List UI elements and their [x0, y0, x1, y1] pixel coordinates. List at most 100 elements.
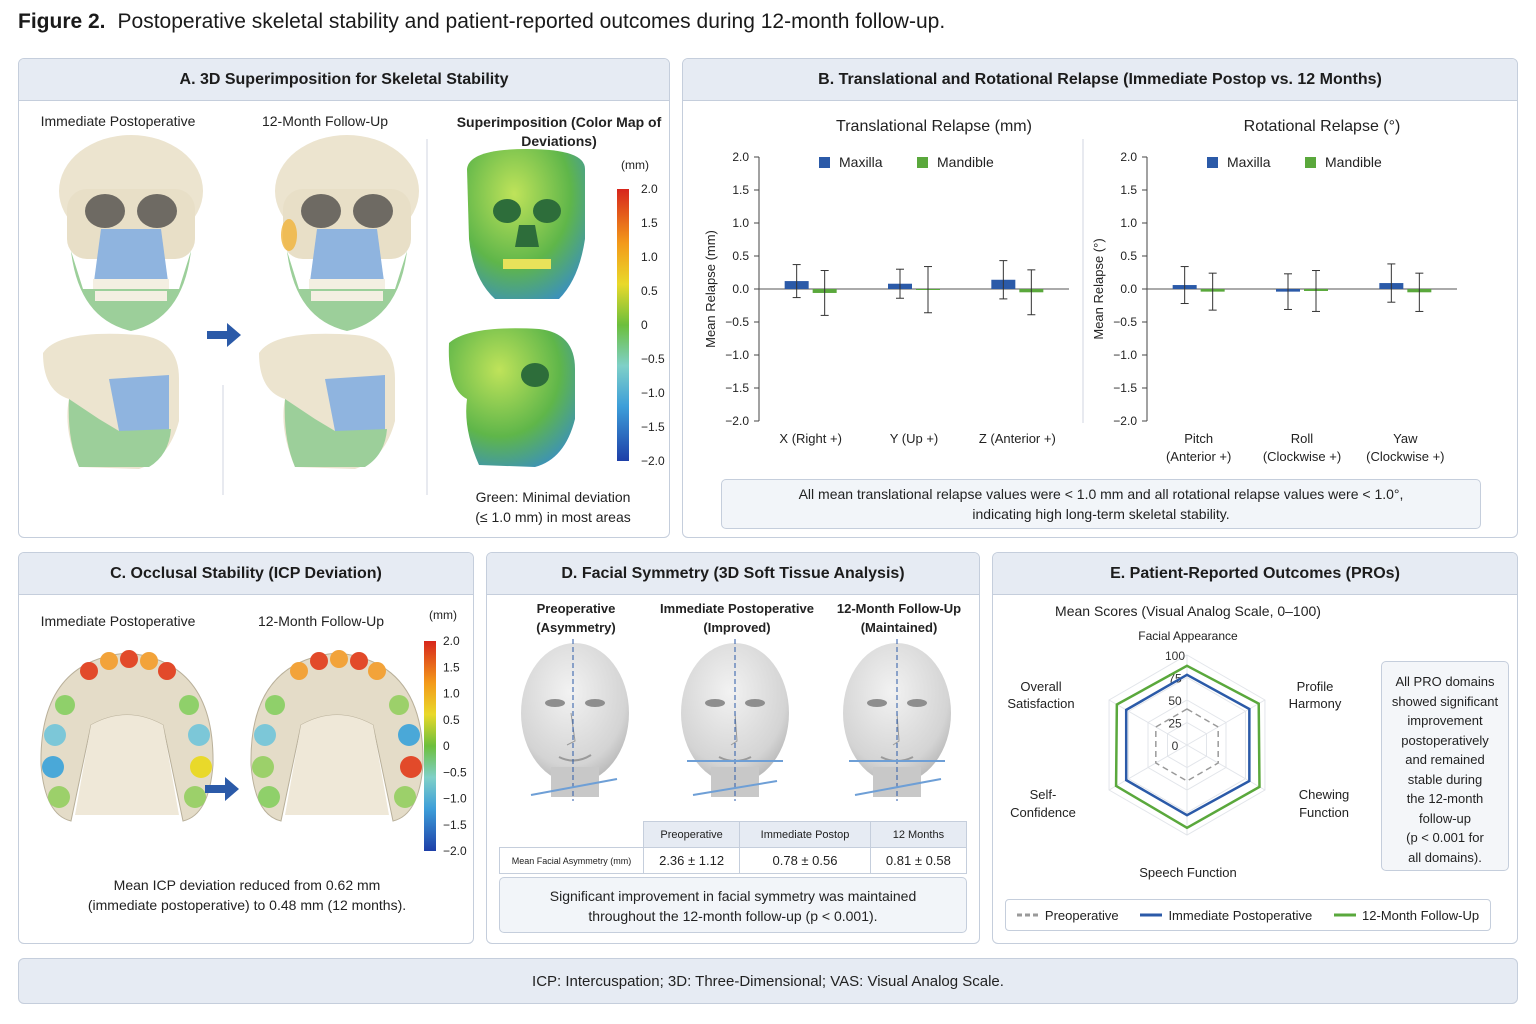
radar-spoke	[1186, 699, 1266, 746]
y-tick-label: 2.0	[732, 150, 749, 164]
colorbar-tick-label: 1.5	[641, 216, 658, 230]
panel-d-col2-l2: (Improved)	[703, 620, 771, 635]
pro-side-note-line: all domains).	[1408, 849, 1482, 865]
colorbar-tick-label: 0	[443, 739, 450, 753]
skull-superimposition-front-illustration	[467, 149, 585, 299]
radar-series	[1155, 708, 1219, 782]
y-tick-label: 0.5	[1120, 249, 1137, 263]
panel-d-col1-l2: (Asymmetry)	[536, 620, 616, 635]
panel-d-note: Significant improvement in facial symmet…	[499, 877, 967, 933]
skull-front-immediate-illustration	[59, 135, 203, 331]
asymmetry-table-header: Preoperative	[642, 821, 741, 848]
colorbar-tick-label: 1.0	[443, 687, 460, 701]
dental-arch-12month-illustration	[250, 650, 424, 822]
radar-axis-self-confidence-1: Self-	[1029, 787, 1057, 802]
panel-b-note-line1: All mean translational relapse values we…	[798, 486, 1404, 502]
pro-side-note-line: follow-up	[1418, 810, 1472, 826]
x-tick-label: Y (Up +)	[890, 431, 939, 446]
panel-a-title: A. 3D Superimposition for Skeletal Stabi…	[19, 59, 669, 101]
figure-caption: Postoperative skeletal stability and pat…	[117, 10, 946, 33]
x-tick-label: X (Right +)	[779, 431, 842, 446]
panel-a-note2: (≤ 1.0 mm) in most areas	[475, 509, 631, 525]
colorbar-tick-label: 0	[641, 318, 648, 332]
colorbar-tick-label: −1.5	[443, 818, 467, 832]
asymmetry-table-row-label: Mean Facial Asymmetry (mm)	[499, 847, 644, 874]
y-tick-label: 1.0	[732, 216, 749, 230]
y-tick-label: −2.0	[725, 414, 749, 428]
x-tick-label: (Clockwise +)	[1366, 449, 1444, 464]
asymmetry-table-cell: 0.81 ± 0.58	[869, 847, 968, 874]
radar-axis-facial-appearance: Facial Appearance	[1138, 629, 1238, 643]
panel-b: B. Translational and Rotational Relapse …	[682, 58, 1518, 538]
pro-side-note-line: (p < 0.001 for	[1406, 830, 1484, 845]
panel-d: D. Facial Symmetry (3D Soft Tissue Analy…	[486, 552, 980, 944]
legend-line-swatch	[1016, 913, 1039, 917]
y-tick-label: 1.0	[1120, 216, 1137, 230]
colorbar-tick-label: −0.5	[443, 765, 467, 779]
y-tick-label: 1.5	[1120, 183, 1137, 197]
colorbar-tick-label: 1.0	[641, 250, 658, 264]
y-tick-label: −0.5	[1113, 315, 1137, 329]
panel-d-faces	[521, 639, 951, 801]
panel-a-note1: Green: Minimal deviation	[475, 489, 631, 505]
colorbar-tick-label: −2.0	[443, 844, 467, 858]
panel-a-col2-label: 12-Month Follow-Up	[261, 113, 389, 129]
x-tick-label: (Anterior +)	[1166, 449, 1231, 464]
panel-e-title: E. Patient-Reported Outcomes (PROs)	[993, 553, 1517, 595]
y-tick-label: −2.0	[1113, 414, 1137, 428]
y-tick-label: 2.0	[1120, 150, 1137, 164]
asymmetry-table-cell: 2.36 ± 1.12	[642, 847, 741, 874]
legend-label: Maxilla	[1227, 154, 1271, 170]
colorbar-tick-label: 2.0	[641, 182, 658, 196]
pro-side-note-line: All PRO domains	[1395, 674, 1495, 689]
radar-legend-label: Immediate Postoperative	[1168, 907, 1313, 923]
asymmetry-table-header: 12 Months	[869, 821, 968, 848]
asymmetry-table-cell: 0.78 ± 0.56	[739, 847, 871, 874]
colorbar-tick-label: 2.0	[443, 634, 460, 648]
radar-axis-chewing-1: Chewing	[1298, 787, 1350, 802]
panel-c-col1-label: Immediate Postoperative	[40, 613, 196, 629]
asymmetry-table-header: Immediate Postop	[739, 821, 871, 848]
x-tick-label: (Clockwise +)	[1263, 449, 1341, 464]
chart-title: Rotational Relapse (°)	[1244, 118, 1401, 135]
panel-a-unit: (mm)	[621, 158, 649, 172]
arrow-icon	[207, 323, 241, 347]
radar-tick-label: 25	[1168, 717, 1182, 731]
panel-a-illustrations: (mm) 2.0 1.5 1.0 0.5 0 −0.5 −1.0 −1.5 −2.0	[43, 135, 665, 495]
footer-abbreviations: ICP: Intercuspation; 3D: Three-Dimension…	[18, 958, 1518, 1004]
pro-side-note: All PRO domains showed significant improve…	[1381, 661, 1509, 871]
y-tick-label: 1.5	[732, 183, 749, 197]
y-tick-label: −0.5	[725, 315, 749, 329]
pro-side-note-line: postoperatively	[1401, 732, 1489, 748]
x-tick-label: Yaw	[1393, 431, 1418, 446]
radar-axis-self-confidence-2: Confidence	[1010, 805, 1076, 820]
panel-a-colorbar-ticks: 2.0 1.5 1.0 0.5 0 −0.5 −1.0 −1.5 −2.0	[641, 182, 665, 468]
radar-spoke	[1186, 744, 1266, 791]
radar-axis-profile-harmony-2: Harmony	[1288, 696, 1342, 711]
radar-axis-overall-2: Satisfaction	[1007, 696, 1075, 711]
panel-d-col3-l1: 12-Month Follow-Up	[836, 601, 962, 616]
y-tick-label: −1.5	[1113, 381, 1137, 395]
y-tick-label: −1.5	[725, 381, 749, 395]
face-preoperative-illustration	[521, 639, 629, 801]
radar-series	[1114, 664, 1261, 830]
skull-front-12month-illustration	[275, 135, 419, 331]
y-tick-label: 0.5	[732, 249, 749, 263]
radar-axis-profile-harmony-1: Profile	[1296, 679, 1334, 694]
radar-legend-item: Immediate Postoperative	[1140, 908, 1312, 923]
legend-swatch	[1305, 157, 1316, 168]
relapse-charts: Translational Relapse (mm) 2.0 1.5 1.0 0.5 0.…	[703, 118, 1457, 464]
y-tick-label: 0.0	[1120, 282, 1137, 296]
figure-label: Figure 2.	[18, 10, 106, 33]
panel-a-col1-label: Immediate Postoperative	[40, 113, 196, 129]
panel-b-note: All mean translational relapse values we…	[721, 479, 1481, 529]
radar-axis-chewing-2: Function	[1299, 805, 1349, 820]
pro-side-note-line: showed significant	[1391, 693, 1499, 709]
dental-arch-immediate-illustration	[40, 650, 214, 822]
figure-title: Figure 2. Postoperative skeletal stabilit…	[18, 10, 945, 34]
colorbar-tick-label: −1.5	[641, 420, 665, 434]
colorbar-tick-label: 0.5	[443, 713, 460, 727]
radar-spoke	[1108, 744, 1188, 791]
panel-c-colorbar	[424, 641, 436, 851]
pro-side-note-line: stable during	[1407, 771, 1483, 787]
